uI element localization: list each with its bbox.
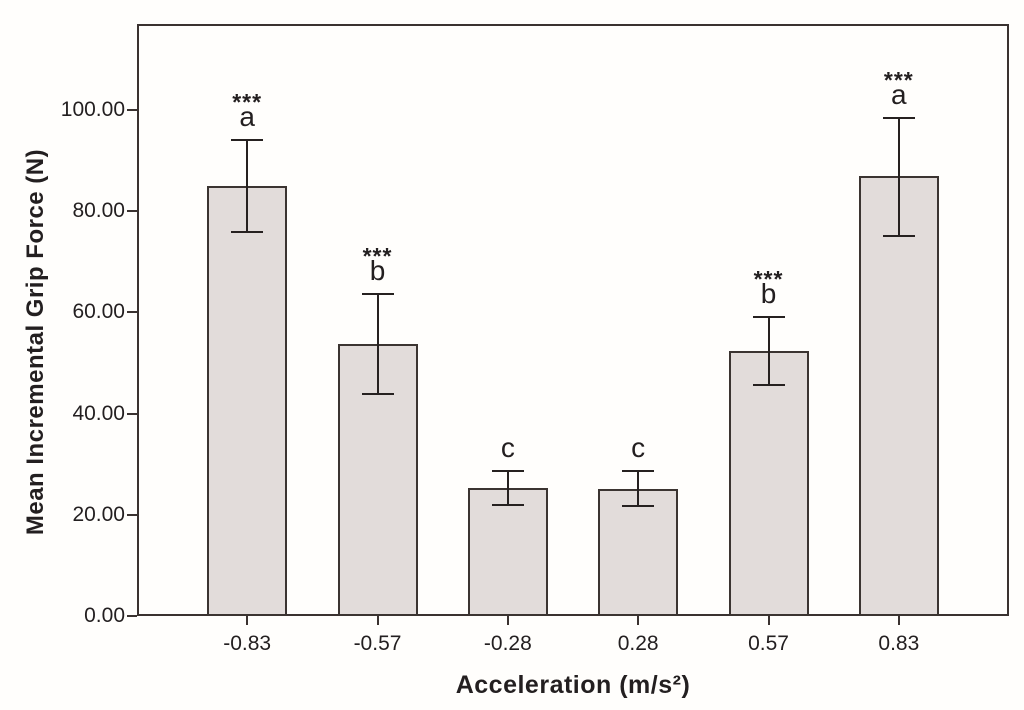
x-axis-tick [637, 616, 640, 625]
y-axis-tick [127, 412, 137, 415]
error-cap-top [231, 138, 264, 141]
bar-annotation: c [448, 433, 568, 463]
y-axis-tick [127, 210, 137, 213]
significance-stars: *** [362, 243, 393, 270]
x-axis-tick [897, 616, 900, 625]
group-letter: c [500, 432, 515, 464]
group-letter: b [369, 255, 386, 287]
error-cap-bottom [491, 503, 524, 506]
x-axis-title: Acceleration (m/s²) [455, 671, 691, 699]
bar [207, 185, 288, 616]
bar-annotation: c [578, 433, 698, 463]
error-cap-bottom [882, 234, 915, 237]
group-letter: c [631, 432, 646, 464]
x-axis-tick [506, 616, 509, 625]
x-axis-tick [246, 616, 249, 625]
group-letter: b [760, 278, 777, 310]
y-tick-label: 20.00 [72, 502, 125, 526]
x-tick-label: -0.57 [353, 632, 402, 655]
bar-annotation: *** a [839, 65, 959, 110]
y-tick-label: 80.00 [72, 199, 125, 223]
error-cap-bottom [361, 393, 394, 396]
error-cap-top [752, 316, 785, 319]
x-tick-label: -0.83 [223, 632, 272, 655]
error-whisker [637, 471, 640, 506]
y-tick-label: 100.00 [60, 98, 125, 122]
bar [858, 176, 939, 616]
group-letter: a [239, 100, 255, 132]
error-cap-top [882, 116, 915, 119]
x-axis-tick [767, 616, 770, 625]
group-letter: a [891, 78, 907, 110]
error-whisker [767, 317, 770, 386]
error-cap-bottom [622, 504, 655, 507]
x-axis-tick [376, 616, 379, 625]
y-axis-tick [127, 615, 137, 617]
error-cap-top [361, 293, 394, 296]
bar [467, 487, 548, 616]
error-whisker [246, 139, 249, 232]
x-tick-label: 0.28 [617, 632, 659, 655]
error-whisker [506, 471, 509, 505]
y-axis-tick [127, 311, 137, 314]
x-tick-label: 0.83 [878, 632, 920, 655]
bar-annotation: *** b [318, 241, 438, 286]
error-whisker [376, 294, 379, 395]
significance-stars: *** [753, 266, 784, 293]
y-axis-tick [127, 513, 137, 516]
error-cap-bottom [231, 230, 264, 233]
significance-stars: *** [883, 66, 914, 93]
chart-frame [137, 24, 1009, 616]
significance-stars: *** [232, 88, 263, 115]
y-tick-label: 0.00 [84, 604, 125, 627]
y-tick-label: 60.00 [72, 300, 125, 324]
bar [728, 351, 809, 616]
error-cap-top [491, 470, 524, 473]
error-cap-bottom [752, 384, 785, 387]
x-tick-label: 0.57 [748, 632, 789, 655]
y-axis-tick [127, 109, 137, 112]
x-tick-label: -0.28 [483, 632, 532, 655]
y-tick-label: 40.00 [72, 401, 125, 425]
bar-annotation: *** a [187, 87, 307, 132]
bar [598, 488, 679, 616]
bar-annotation: *** b [709, 264, 829, 309]
error-cap-top [622, 470, 655, 473]
error-whisker [897, 117, 900, 236]
